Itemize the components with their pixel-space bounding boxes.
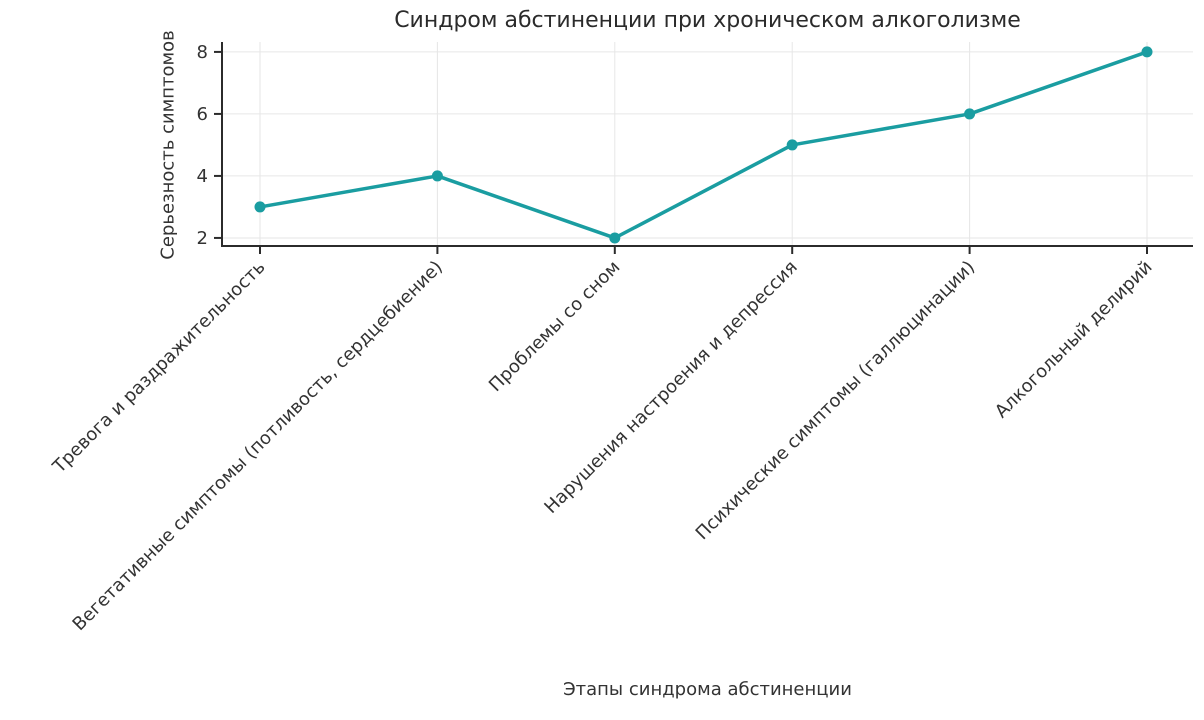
x-tick-label: Вегетативные симптомы (потливость, сердц…	[69, 257, 447, 635]
chart-title: Синдром абстиненции при хроническом алко…	[394, 8, 1021, 33]
data-point-marker	[254, 201, 266, 213]
x-tick-label: Психические симптомы (галлюцинации)	[692, 257, 979, 544]
x-tick-label: Тревога и раздражительность	[48, 257, 269, 478]
data-point-marker	[964, 108, 976, 120]
data-point-marker	[609, 232, 621, 244]
series-line	[258, 50, 1149, 240]
data-point-marker	[431, 170, 443, 182]
x-axis-label: Этапы синдрома абстиненции	[563, 679, 852, 700]
x-tick-label: Алкогольный делирий	[991, 257, 1157, 423]
y-tick-label: 2	[197, 228, 208, 249]
y-tick-label: 4	[197, 166, 208, 187]
y-tick-label: 8	[197, 42, 208, 63]
data-point-marker	[1141, 46, 1153, 58]
data-point-marker	[786, 139, 798, 151]
x-tick-label: Проблемы со сном	[485, 257, 624, 396]
y-tick-label: 6	[197, 104, 208, 125]
